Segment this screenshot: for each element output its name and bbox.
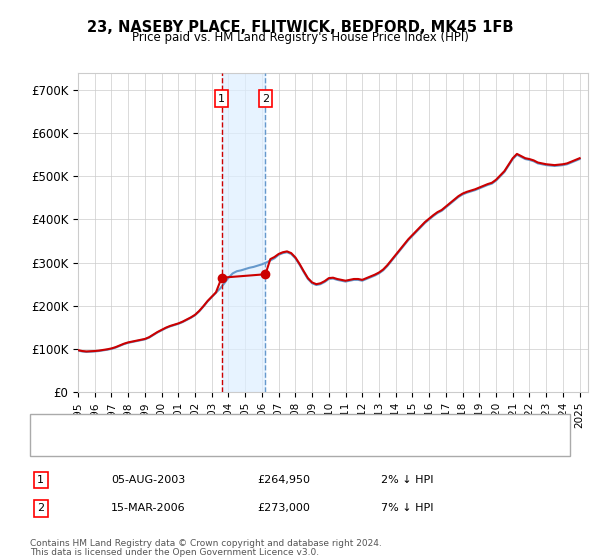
- Text: £264,950: £264,950: [257, 475, 310, 485]
- Text: 2: 2: [37, 503, 44, 514]
- Text: 15-MAR-2006: 15-MAR-2006: [111, 503, 185, 514]
- Text: 23, NASEBY PLACE, FLITWICK, BEDFORD, MK45 1FB (detached house): 23, NASEBY PLACE, FLITWICK, BEDFORD, MK4…: [84, 421, 446, 431]
- Text: 23, NASEBY PLACE, FLITWICK, BEDFORD, MK45 1FB: 23, NASEBY PLACE, FLITWICK, BEDFORD, MK4…: [87, 20, 513, 35]
- Text: This data is licensed under the Open Government Licence v3.0.: This data is licensed under the Open Gov…: [30, 548, 319, 557]
- Text: 05-AUG-2003: 05-AUG-2003: [111, 475, 185, 485]
- FancyBboxPatch shape: [30, 414, 570, 456]
- Text: 2: 2: [262, 94, 269, 104]
- Text: Contains HM Land Registry data © Crown copyright and database right 2024.: Contains HM Land Registry data © Crown c…: [30, 539, 382, 548]
- Bar: [221, 73, 265, 392]
- Text: 1: 1: [37, 475, 44, 485]
- Text: Price paid vs. HM Land Registry's House Price Index (HPI): Price paid vs. HM Land Registry's House …: [131, 31, 469, 44]
- Text: 2% ↓ HPI: 2% ↓ HPI: [381, 475, 433, 485]
- Text: £273,000: £273,000: [257, 503, 310, 514]
- Text: 7% ↓ HPI: 7% ↓ HPI: [381, 503, 433, 514]
- Text: 1: 1: [218, 94, 225, 104]
- Text: HPI: Average price, detached house, Central Bedfordshire: HPI: Average price, detached house, Cent…: [84, 441, 385, 450]
